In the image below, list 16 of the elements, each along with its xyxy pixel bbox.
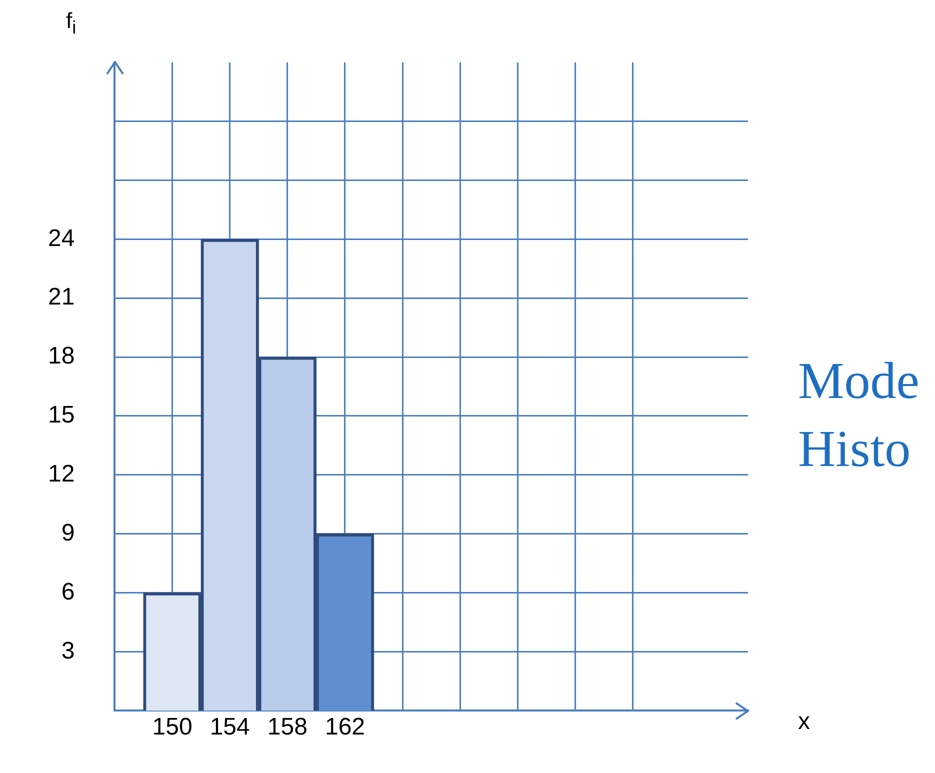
text: Histo: [798, 420, 912, 480]
y-tick-label: 6: [61, 578, 75, 606]
x-axis-title: x: [798, 708, 810, 736]
x-tick-label: 158: [267, 714, 308, 741]
y-tick-label: 9: [61, 519, 75, 546]
y-tick-label: 12: [48, 460, 75, 488]
y-tick-label: 18: [48, 342, 75, 370]
y-tick-label: 3: [61, 637, 75, 664]
x-tick-label: 154: [210, 714, 250, 741]
y-axis-title: f$_{i}$: [66, 8, 76, 38]
x-tick-label: 162: [324, 714, 366, 741]
text: Mode: [798, 352, 920, 412]
y-tick-label: 21: [48, 284, 75, 311]
y-tick-label: 24: [48, 224, 75, 252]
x-tick-label: 150: [152, 714, 192, 741]
y-tick-label: 15: [48, 402, 75, 429]
